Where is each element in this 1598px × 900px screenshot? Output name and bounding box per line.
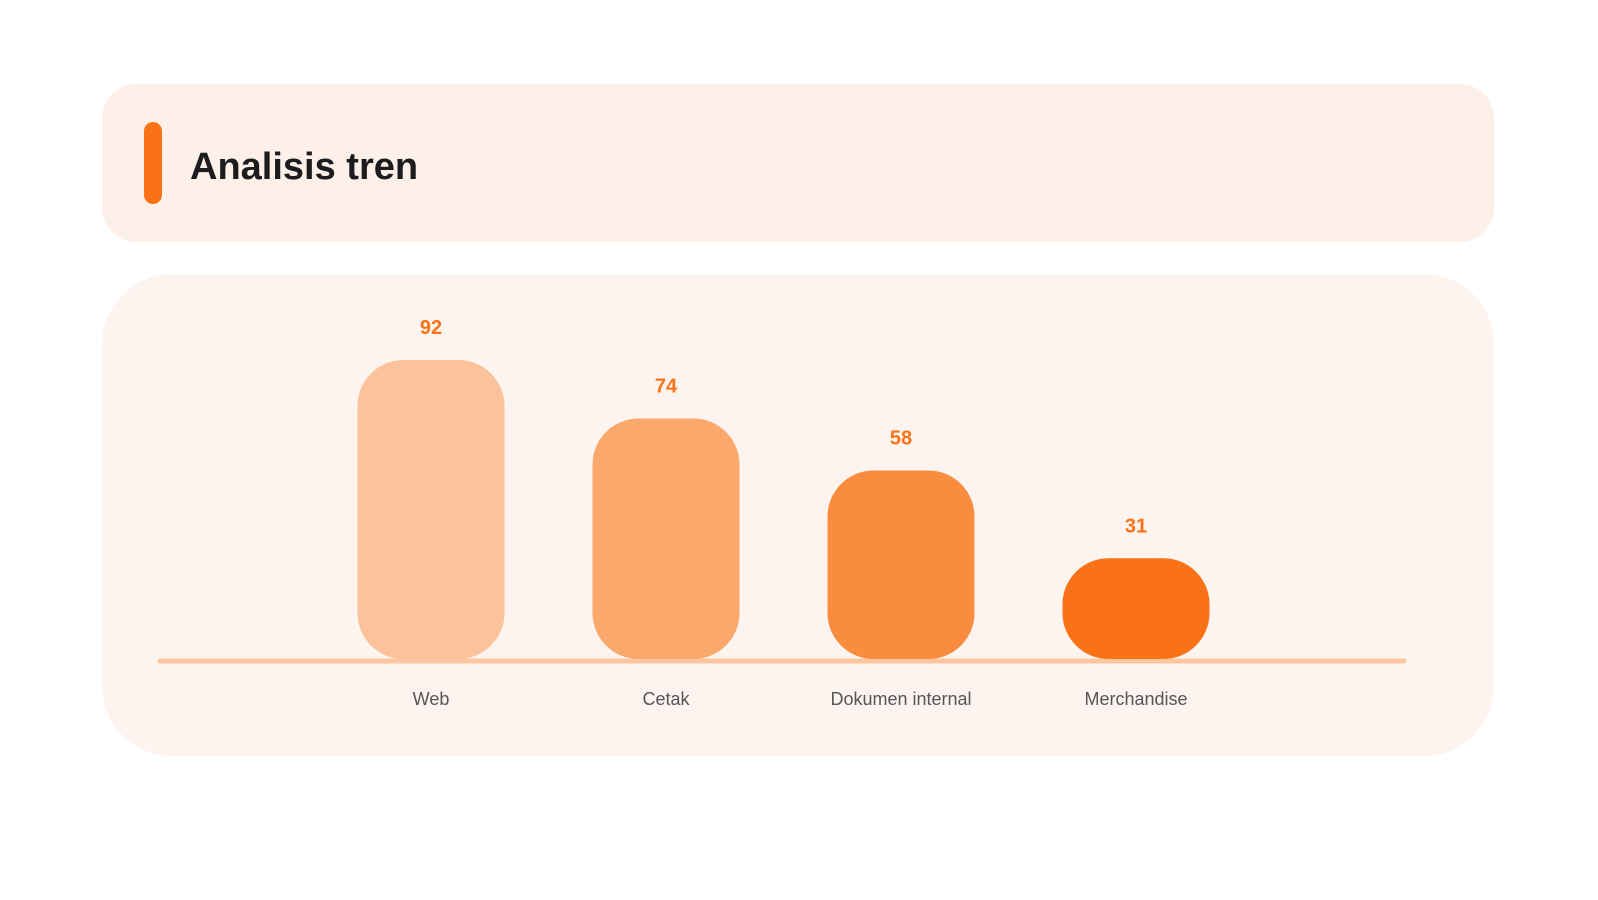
title-card: Analisis tren: [102, 84, 1494, 242]
chart-card: 92 Web 74 Cetak 58 Dokumen internal 31 Merchand…: [102, 274, 1494, 756]
bar-value-label: 92: [420, 317, 442, 339]
bar-web: [357, 360, 505, 659]
bar-merchandise: [1062, 558, 1210, 659]
title-accent-bar: [144, 122, 162, 204]
category-label: Dokumen internal: [830, 689, 971, 709]
bar-dokumen-internal: [827, 470, 975, 659]
page-title: Analisis tren: [190, 146, 419, 188]
category-label: Web: [413, 689, 450, 709]
bar-cetak: [592, 418, 740, 659]
category-label: Cetak: [642, 689, 690, 709]
category-label: Merchandise: [1084, 689, 1187, 709]
bar-value-label: 31: [1125, 515, 1147, 537]
bar-value-label: 74: [655, 376, 678, 398]
bar-value-label: 58: [890, 428, 912, 450]
bar-chart: 92 Web 74 Cetak 58 Dokumen internal 31 Merchand…: [157, 317, 1407, 709]
